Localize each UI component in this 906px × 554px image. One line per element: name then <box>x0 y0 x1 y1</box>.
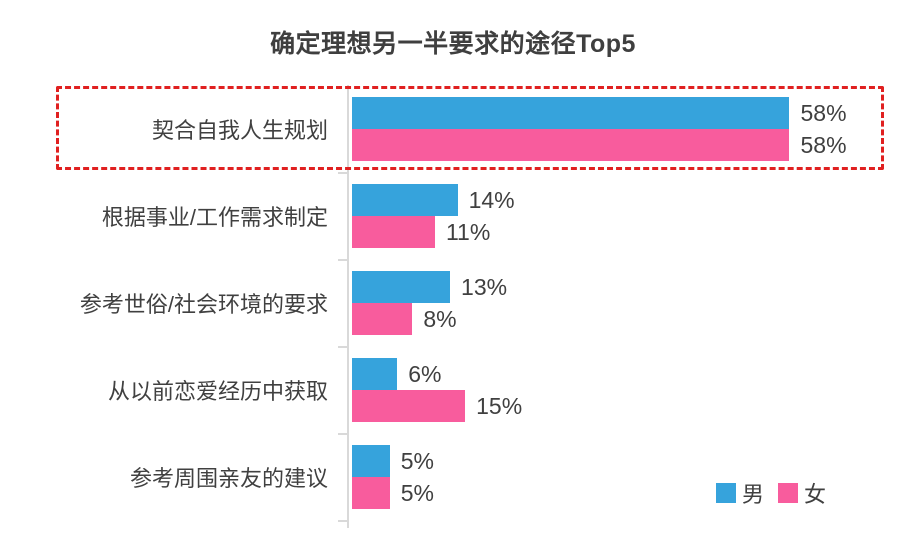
legend-label: 男 <box>742 482 765 507</box>
chart-row: 根据事业/工作需求制定 14% 11% <box>0 172 906 259</box>
legend-item-male: 男 <box>716 477 764 509</box>
bar-line: 6% <box>352 358 522 390</box>
value-label: 11% <box>445 218 491 245</box>
legend-label: 女 <box>804 482 827 507</box>
bar-female <box>352 216 435 248</box>
legend-swatch-icon <box>716 483 736 503</box>
chart-row: 参考世俗/社会环境的要求 13% 8% <box>0 259 906 346</box>
bar-female <box>352 129 790 161</box>
y-axis-tick <box>338 259 347 261</box>
bar-female <box>352 303 413 335</box>
y-axis-tick <box>338 172 347 174</box>
bar-male <box>352 445 390 477</box>
bar-line: 58% <box>352 97 847 129</box>
category-label: 参考周围亲友的建议 <box>129 465 328 491</box>
y-axis-tick <box>338 520 347 522</box>
value-label: 5% <box>400 479 434 506</box>
bar-line: 58% <box>352 129 847 161</box>
value-label: 14% <box>468 186 515 213</box>
bar-group: 5% 5% <box>352 445 434 509</box>
bar-group: 13% 8% <box>352 271 507 335</box>
bar-line: 13% <box>352 271 507 303</box>
bar-male <box>352 271 451 303</box>
bar-line: 15% <box>352 390 522 422</box>
legend-swatch-icon <box>778 483 799 503</box>
bar-line: 14% <box>352 184 515 216</box>
chart-row: 契合自我人生规划 58% 58% <box>0 85 906 172</box>
value-label: 6% <box>408 360 442 387</box>
value-label: 58% <box>800 131 847 158</box>
category-label: 契合自我人生规划 <box>151 117 328 143</box>
bar-line: 11% <box>352 216 515 248</box>
chart-row: 参考周围亲友的建议 5% 5% <box>0 433 906 520</box>
value-label: 13% <box>461 273 508 300</box>
bar-female <box>352 390 466 422</box>
bar-male <box>352 358 398 390</box>
value-label: 15% <box>476 392 523 419</box>
value-label: 5% <box>400 447 434 474</box>
bar-group: 58% 58% <box>352 97 847 161</box>
chart-title: 确定理想另一半要求的途径Top5 <box>270 30 636 58</box>
bar-group: 6% 15% <box>352 358 522 422</box>
y-axis-line <box>347 85 349 528</box>
y-axis-tick <box>338 346 347 348</box>
bar-line: 8% <box>352 303 507 335</box>
bar-male <box>352 97 790 129</box>
plot-area: 契合自我人生规划 58% 58% 根据事业/工作需求制定 14% 11% 参考世俗/社会环境… <box>0 85 906 520</box>
value-label: 8% <box>423 305 457 332</box>
legend-item-female: 女 <box>778 477 826 509</box>
bar-group: 14% 11% <box>352 184 515 248</box>
category-label: 参考世俗/社会环境的要求 <box>79 291 328 317</box>
bar-male <box>352 184 458 216</box>
value-label: 58% <box>800 99 847 126</box>
bar-female <box>352 477 390 509</box>
category-label: 根据事业/工作需求制定 <box>101 204 328 230</box>
y-axis-tick <box>338 433 347 435</box>
category-label: 从以前恋爱经历中获取 <box>107 378 328 404</box>
chart-row: 从以前恋爱经历中获取 6% 15% <box>0 346 906 433</box>
bar-line: 5% <box>352 445 434 477</box>
bar-line: 5% <box>352 477 434 509</box>
legend: 男女 <box>716 477 826 509</box>
